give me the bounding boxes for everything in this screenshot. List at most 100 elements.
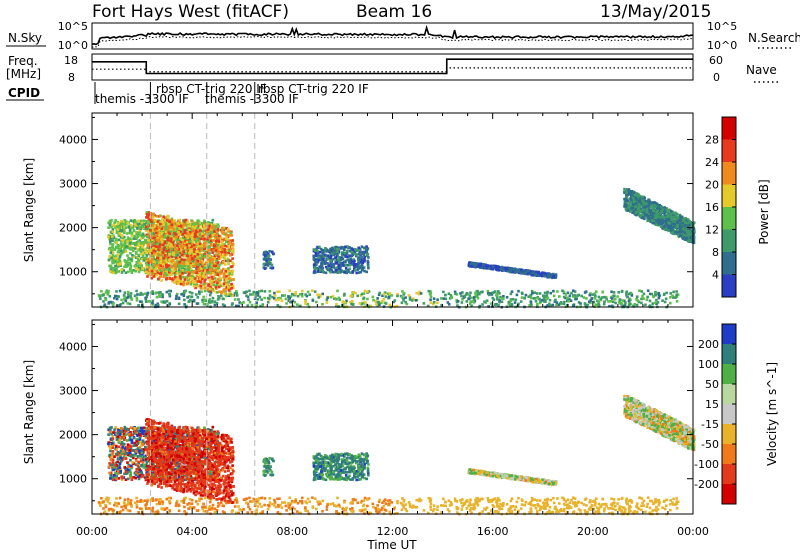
power-point [195,293,198,296]
power-point [256,291,259,294]
power-point [204,290,207,293]
power-point [520,300,523,303]
power-point [343,294,346,297]
power-point [364,301,367,304]
power-point [275,299,278,302]
power-point [142,226,145,229]
power-point [173,228,176,231]
power-point [340,246,343,249]
power-point [156,215,159,218]
power-point [108,265,111,268]
power-point [411,299,414,302]
power-point [601,291,604,294]
power-point [665,298,668,301]
power-point [227,286,230,289]
power-point [107,226,110,229]
power-point [263,297,266,300]
noise-right-tick-bottom: 10^0 [707,39,737,52]
power-point [112,254,115,257]
power-point [129,229,132,232]
power-point [174,273,177,276]
power-point [348,260,351,263]
power-point [517,290,520,293]
power-point [469,302,472,305]
power-point [523,297,526,300]
power-point [466,300,469,303]
power-point [186,254,189,257]
power-point [188,244,191,247]
power-point [210,231,213,234]
power-point [647,289,650,292]
power-point [383,293,386,296]
power-point [135,290,138,293]
power-point [212,258,215,261]
power-point [203,246,206,249]
power-point [209,235,212,238]
power-point [555,304,558,307]
power-point [618,301,621,304]
power-point [119,263,122,266]
power-point [166,215,169,218]
power-point [288,290,291,293]
power-point [130,292,133,295]
power-point [118,260,121,263]
power-point [640,302,643,305]
power-point [187,257,190,260]
power-point [565,293,568,296]
power-point [217,262,220,265]
power-point [156,257,159,260]
power-point [137,254,140,257]
power-point [137,248,140,251]
power-point [174,265,177,268]
power-point [119,232,122,235]
power-point [266,262,269,265]
power-point [357,258,360,261]
power-point [346,252,349,255]
power-point [125,250,128,253]
power-point [363,260,366,263]
power-point [349,264,352,267]
power-point [654,294,657,297]
power-point [141,244,144,247]
power-point [212,297,215,300]
power-point [548,276,551,279]
power-point [304,300,307,303]
power-point [133,235,136,238]
power-point [273,292,276,295]
power-point [247,299,250,302]
power-point [532,272,535,275]
power-point [492,268,495,271]
power-point [574,294,577,297]
power-point [107,236,110,239]
power-point [474,265,477,268]
power-point [172,252,175,255]
power-point [663,293,666,296]
power-point [454,292,457,295]
power-point [585,290,588,293]
power-point [234,298,237,301]
power-point [110,249,113,252]
power-point [209,268,212,271]
power-point [203,303,206,306]
power-point [180,258,183,261]
power-point [186,296,189,299]
power-point [202,296,205,299]
power-point [628,293,631,296]
power-point [197,253,200,256]
power-point [157,226,160,229]
power-point [314,249,317,252]
power-point [129,267,132,270]
power-point [128,226,131,229]
power-point [267,297,270,300]
power-point [611,297,614,300]
power-point [146,254,149,257]
power-point [212,234,215,237]
power-point [224,245,227,248]
power-point [217,228,220,231]
power-point [356,253,359,256]
power-point [185,219,188,222]
power-point [362,268,365,271]
power-point [215,234,218,237]
power-point [196,266,199,269]
power-point [447,301,450,304]
